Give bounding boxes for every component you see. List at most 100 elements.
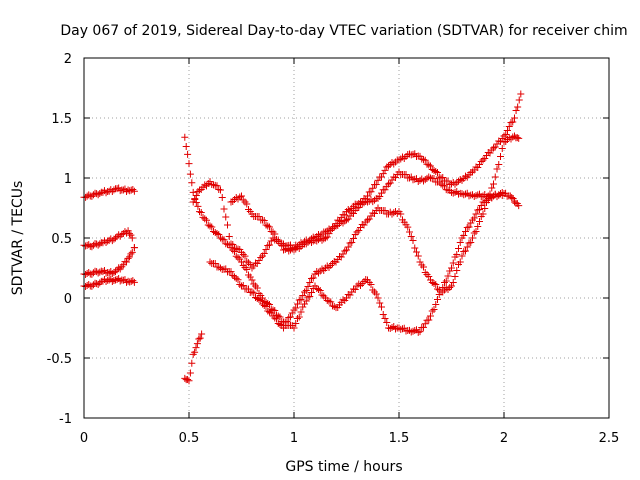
data-point — [458, 252, 466, 260]
data-point — [271, 314, 279, 322]
data-point — [294, 243, 301, 251]
data-point — [194, 202, 202, 210]
data-point — [241, 252, 249, 260]
data-point — [392, 173, 399, 181]
data-point — [434, 169, 441, 177]
data-point — [246, 260, 254, 268]
data-point — [463, 224, 471, 232]
data-point — [115, 264, 123, 272]
data-point — [246, 273, 254, 281]
data-point — [330, 302, 338, 310]
data-point — [222, 213, 230, 221]
data-point — [302, 297, 310, 305]
data-point — [500, 132, 508, 140]
data-point — [260, 302, 268, 310]
data-point — [285, 314, 293, 322]
data-point — [425, 273, 433, 281]
data-point — [313, 268, 321, 276]
data-point — [495, 160, 503, 168]
data-point — [297, 295, 305, 303]
data-point — [255, 213, 263, 221]
data-point — [490, 180, 497, 188]
data-point — [184, 376, 192, 384]
data-point — [360, 221, 368, 229]
data-point — [243, 257, 251, 265]
data-point — [423, 160, 431, 168]
data-point — [239, 282, 247, 290]
data-point — [299, 241, 307, 249]
data-point — [308, 288, 315, 296]
data-point — [498, 189, 506, 197]
x-tick-label: 2 — [500, 431, 508, 446]
data-point — [414, 252, 422, 260]
x-tick-label: 2.5 — [599, 431, 620, 446]
data-point — [472, 227, 480, 235]
data-point — [126, 253, 133, 261]
data-point — [418, 155, 426, 163]
data-point — [355, 200, 363, 208]
data-point — [266, 241, 273, 249]
data-point — [477, 158, 485, 166]
data-point — [292, 304, 300, 312]
data-point — [413, 248, 420, 256]
data-point — [486, 149, 494, 157]
data-point — [381, 186, 389, 194]
data-point — [439, 174, 447, 182]
data-point — [411, 244, 419, 252]
data-point — [364, 216, 371, 224]
data-point — [367, 281, 375, 289]
data-point — [110, 186, 118, 194]
x-tick-label: 0.5 — [179, 431, 200, 446]
data-point — [378, 173, 385, 181]
data-points — [80, 90, 525, 385]
data-point — [250, 289, 258, 297]
data-point — [397, 210, 405, 218]
data-point — [381, 314, 389, 322]
data-point — [376, 192, 384, 200]
data-point — [294, 315, 301, 323]
data-point — [508, 194, 516, 202]
data-point — [449, 189, 457, 197]
data-point — [430, 280, 438, 288]
data-point — [306, 292, 314, 300]
data-point — [425, 316, 433, 324]
data-point — [220, 205, 228, 213]
data-point — [453, 267, 461, 275]
data-point — [465, 192, 473, 200]
data-point — [369, 198, 377, 206]
data-point — [253, 259, 261, 267]
data-point — [470, 214, 478, 222]
data-point — [218, 235, 226, 243]
data-point — [395, 156, 403, 164]
data-point — [283, 318, 291, 326]
data-point — [253, 284, 261, 292]
data-point — [462, 228, 469, 236]
data-point — [128, 234, 136, 242]
data-point — [185, 160, 193, 168]
grid-lines — [84, 58, 609, 418]
data-point — [451, 272, 459, 280]
x-axis-title: GPS time / hours — [285, 459, 402, 475]
data-point — [416, 328, 424, 336]
data-point — [386, 179, 394, 187]
data-point — [427, 312, 434, 320]
data-point — [245, 259, 252, 267]
data-point — [322, 234, 329, 242]
data-point — [474, 206, 482, 214]
data-point — [371, 209, 378, 217]
data-point — [432, 300, 440, 308]
data-point — [232, 274, 240, 282]
data-point — [266, 308, 273, 316]
data-point — [455, 244, 462, 252]
x-tick-label: 1 — [290, 431, 298, 446]
data-point — [364, 192, 371, 200]
data-point — [218, 194, 226, 202]
data-point — [316, 287, 324, 295]
data-point — [124, 254, 132, 262]
data-point — [130, 278, 138, 286]
data-point — [245, 285, 252, 293]
data-point — [448, 282, 455, 290]
data-point — [479, 210, 487, 218]
data-point — [276, 320, 284, 328]
data-point — [505, 123, 513, 131]
